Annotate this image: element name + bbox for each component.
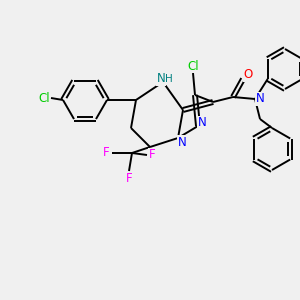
Text: N: N: [178, 136, 186, 148]
Text: N: N: [157, 73, 165, 85]
Text: N: N: [256, 92, 264, 106]
Text: Cl: Cl: [187, 59, 199, 73]
Text: F: F: [149, 148, 155, 161]
Text: O: O: [243, 68, 253, 82]
Text: Cl: Cl: [38, 92, 50, 104]
Text: N: N: [198, 116, 206, 130]
Text: H: H: [165, 74, 173, 84]
Text: F: F: [103, 146, 109, 160]
Text: F: F: [126, 172, 132, 185]
